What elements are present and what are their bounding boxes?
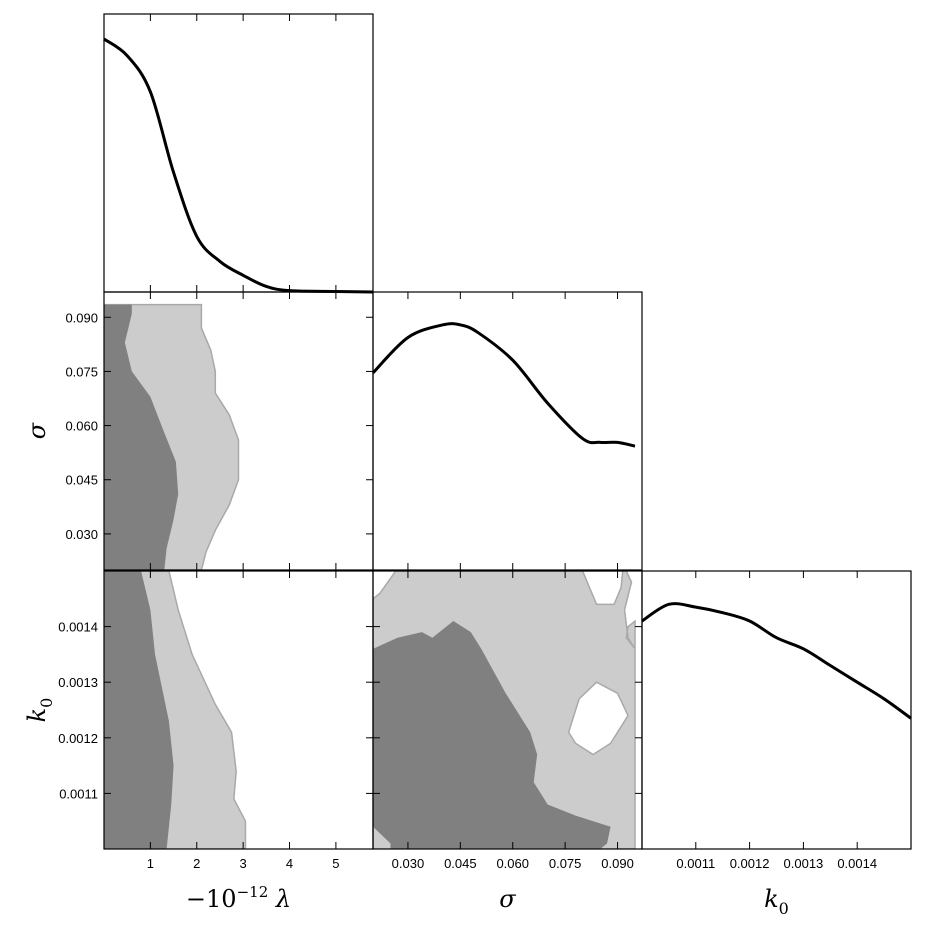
y-tick-label-sigma: 0.090 bbox=[65, 310, 98, 325]
y-tick-label-k0: 0.0012 bbox=[58, 731, 98, 746]
y-tick-label-k0: 0.0014 bbox=[58, 620, 98, 635]
panel-frame-r0c0 bbox=[103, 13, 374, 293]
joint-panel-lambda-k0 bbox=[104, 571, 247, 849]
y-tick-label-sigma: 0.060 bbox=[65, 419, 98, 434]
y-axis-label-k0: k0 bbox=[23, 698, 56, 723]
axis-label-symbol: λ bbox=[268, 885, 291, 913]
x-tick-label-lambda: 4 bbox=[286, 856, 293, 871]
contour-inner-lambda-sigma bbox=[104, 304, 179, 570]
x-tick-label-sigma: 0.075 bbox=[549, 856, 582, 871]
y-tick-label-k0: 0.0011 bbox=[59, 786, 98, 801]
axis-label-subscript: 0 bbox=[779, 899, 789, 918]
panel-frame-r2c2 bbox=[641, 570, 912, 850]
x-tick-label-sigma: 0.060 bbox=[496, 856, 529, 871]
x-tick-label-lambda: 2 bbox=[193, 856, 200, 871]
x-tick-label-sigma: 0.030 bbox=[392, 856, 425, 871]
panel-frame-r1c1 bbox=[372, 291, 643, 571]
axis-label-main: −10 bbox=[186, 885, 237, 913]
x-axis-label-lambda: −10−12 λ bbox=[186, 883, 291, 913]
x-tick-label-lambda: 1 bbox=[147, 856, 154, 871]
contour-inner-sigma-k0 bbox=[373, 621, 611, 849]
marginal-curve-sigma bbox=[371, 322, 636, 448]
axis-label-main: σ bbox=[499, 885, 516, 913]
contour-inner-lambda-k0 bbox=[104, 571, 174, 849]
marginal-curve-k0 bbox=[641, 602, 912, 720]
x-tick-label-sigma: 0.090 bbox=[601, 856, 634, 871]
x-axis-label-sigma: σ bbox=[499, 885, 516, 913]
x-tick-label-k0: 0.0011 bbox=[676, 856, 715, 871]
axis-label-main: σ bbox=[23, 422, 51, 439]
x-tick-label-lambda: 5 bbox=[332, 856, 339, 871]
axis-label-main: k bbox=[764, 885, 779, 913]
y-tick-label-k0: 0.0013 bbox=[58, 675, 98, 690]
y-tick-label-sigma: 0.045 bbox=[65, 473, 98, 488]
x-tick-label-k0: 0.0014 bbox=[837, 856, 877, 871]
x-tick-label-k0: 0.0012 bbox=[730, 856, 770, 871]
x-axis-label-k0: k0 bbox=[764, 885, 789, 918]
x-tick-label-k0: 0.0013 bbox=[784, 856, 824, 871]
y-tick-label-sigma: 0.030 bbox=[65, 527, 98, 542]
x-tick-label-sigma: 0.045 bbox=[444, 856, 477, 871]
x-tick-label-lambda: 3 bbox=[240, 856, 247, 871]
axis-label-main: k bbox=[23, 708, 51, 723]
y-axis-label-sigma: σ bbox=[23, 422, 51, 439]
axis-label-subscript: 0 bbox=[37, 698, 56, 708]
axis-label-superscript: −12 bbox=[237, 883, 269, 901]
joint-panel-lambda-sigma bbox=[104, 303, 240, 570]
y-tick-label-sigma: 0.075 bbox=[65, 364, 98, 379]
joint-panel-sigma-k0 bbox=[373, 571, 636, 849]
marginal-curve-lambda bbox=[103, 37, 374, 294]
